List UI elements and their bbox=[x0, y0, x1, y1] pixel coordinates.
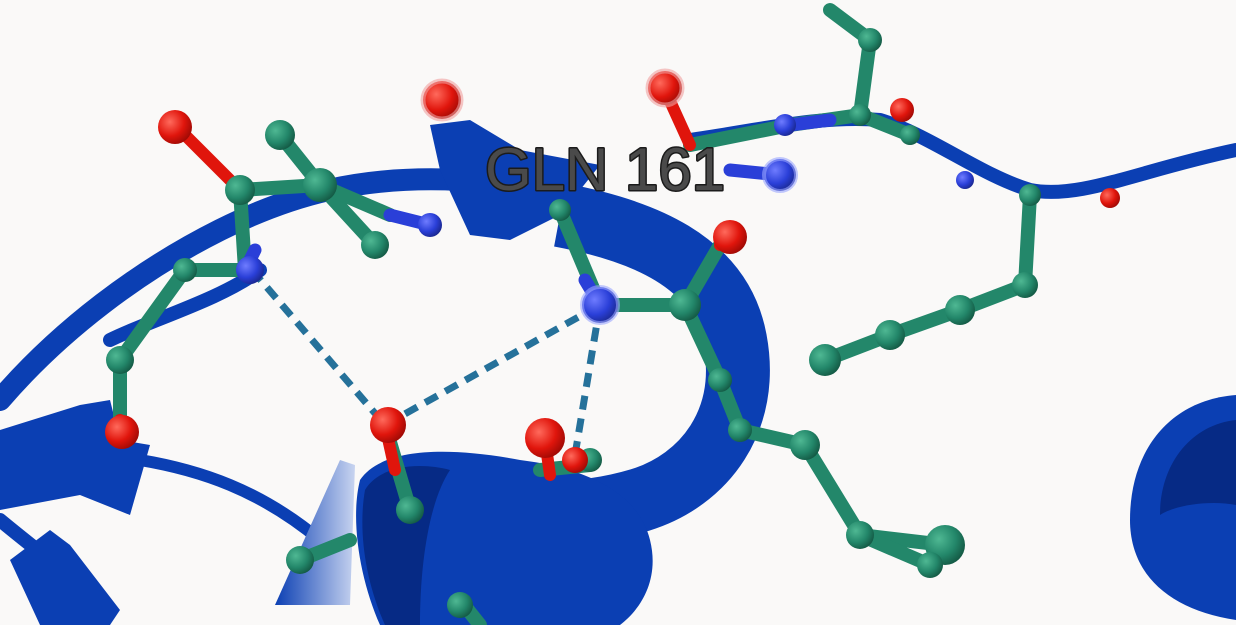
residue-label: GLN 161 bbox=[485, 136, 725, 203]
oxygen-atoms bbox=[105, 68, 1120, 473]
nitrogen-atoms bbox=[236, 114, 974, 325]
water-oxygen bbox=[370, 407, 406, 443]
carbon-atoms bbox=[106, 28, 1041, 618]
beta-strand-arrows bbox=[0, 400, 355, 625]
hydrogen-bonds bbox=[249, 267, 604, 456]
right-helix-fragment bbox=[1130, 395, 1236, 620]
